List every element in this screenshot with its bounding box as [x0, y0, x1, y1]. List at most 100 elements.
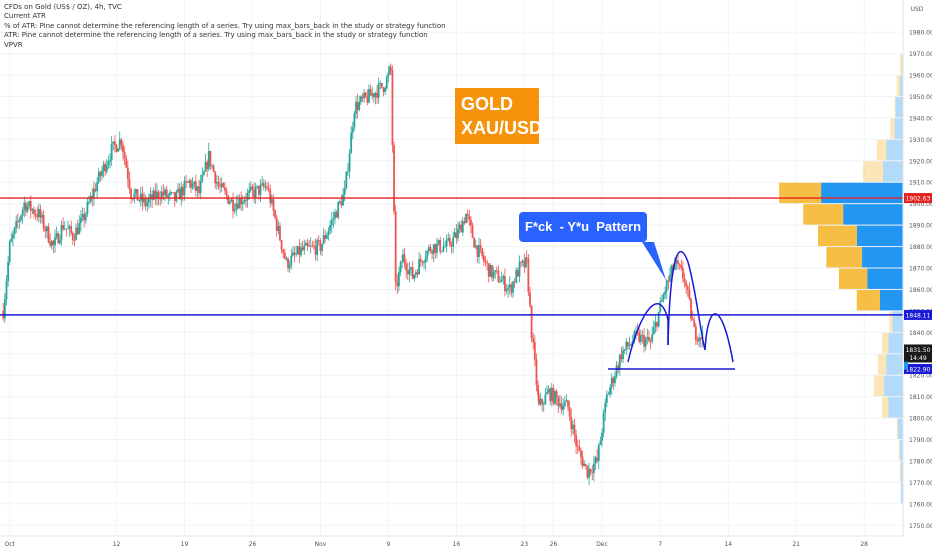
candle-body: [261, 183, 264, 185]
candle-body: [571, 424, 574, 429]
candle-body: [126, 167, 129, 180]
candle-body: [63, 228, 66, 230]
x-tick-label: 26: [550, 541, 558, 548]
candle-body: [410, 267, 412, 270]
candle-body: [399, 262, 402, 272]
candle-body: [444, 246, 446, 248]
candle-body: [510, 284, 513, 293]
level-price-text: 1822.90: [906, 366, 931, 373]
candle-body: [133, 193, 136, 200]
indicator-current-atr[interactable]: Current ATR: [4, 12, 46, 21]
x-tick-label: 12: [113, 541, 121, 548]
vp-bar-up: [863, 161, 884, 182]
candle-body: [269, 189, 272, 204]
candle-body: [245, 200, 247, 201]
time-axis[interactable]: Oct 12 19 26 Nov 9 16 23 26 Dec 7 14 21 28: [0, 535, 903, 548]
candle-body: [696, 339, 699, 342]
x-tick-label: 7: [658, 541, 662, 548]
candle-body: [203, 171, 205, 175]
candle-body: [295, 253, 298, 255]
candle-body: [267, 188, 270, 190]
candle-body: [81, 214, 84, 218]
candlestick-series: [2, 63, 704, 485]
candle-body: [694, 326, 697, 340]
candle-body: [580, 450, 582, 457]
candle-body: [489, 265, 492, 277]
candle-body: [285, 258, 288, 260]
candle-body: [34, 214, 37, 215]
candle-body: [8, 241, 11, 262]
candle-body: [607, 394, 610, 395]
candle-body: [586, 465, 589, 478]
candle-body: [651, 334, 654, 342]
candle-body: [180, 187, 183, 200]
indicator-pct-atr[interactable]: % of ATR: Pine cannot determine the refe…: [4, 21, 446, 30]
candle-body: [340, 201, 343, 206]
candle-body: [683, 278, 686, 283]
candle-body: [241, 202, 244, 205]
candle-body: [512, 281, 514, 293]
candle-body: [369, 89, 372, 96]
candle-body: [193, 181, 196, 184]
candle-body: [214, 171, 217, 184]
candle-body: [537, 384, 539, 396]
candle-body: [644, 339, 647, 347]
candle-body: [147, 198, 150, 203]
vp-bar-down: [901, 54, 903, 75]
candle-body: [406, 270, 409, 275]
candle-body: [206, 161, 209, 169]
candle-body: [630, 344, 633, 346]
symbol-title[interactable]: CFDs on Gold (US$ / OZ), 4h, TVC: [4, 3, 122, 11]
indicator-atr[interactable]: ATR: Pine cannot determine the referenci…: [4, 31, 428, 40]
candle-body: [304, 243, 307, 246]
candle-body: [476, 245, 479, 257]
y-tick-label: 1890.00: [909, 223, 932, 230]
candle-body: [617, 365, 620, 369]
x-tick-label: 9: [386, 541, 390, 548]
candle-body: [351, 127, 354, 133]
candle-body: [673, 263, 676, 270]
candle-body: [667, 280, 670, 282]
indicator-vpvr[interactable]: VPVR: [4, 40, 23, 49]
candle-body: [311, 245, 314, 247]
candle-body: [41, 214, 43, 218]
candle-body: [228, 202, 231, 204]
candle-body: [403, 254, 406, 264]
candle-body: [457, 228, 459, 239]
candle-body: [537, 395, 540, 405]
candle-body: [584, 464, 587, 466]
candle-body: [317, 240, 320, 241]
candle-body: [67, 228, 69, 230]
candle-body: [275, 217, 278, 231]
candle-body: [521, 260, 524, 263]
candle-body: [461, 221, 464, 233]
price-axis[interactable]: 1750.00 1760.00 1770.00 1780.00 1790.00 1800.…: [902, 0, 932, 536]
candle-body: [682, 268, 684, 279]
candle-body: [319, 240, 322, 252]
candle-body: [154, 190, 157, 199]
volume-profile: [779, 54, 903, 504]
candle-body: [107, 161, 110, 166]
candle-body: [290, 255, 293, 266]
candle-body: [211, 165, 213, 167]
candle-body: [458, 224, 461, 229]
candle-body: [199, 181, 202, 193]
candle-body: [623, 348, 626, 351]
x-tick-label: Nov: [315, 541, 327, 548]
candle-body: [648, 336, 650, 341]
candle-body: [377, 83, 380, 98]
candle-body: [113, 141, 116, 145]
pattern-drawing: [627, 242, 734, 363]
vp-bar-down: [894, 118, 903, 139]
candle-body: [96, 182, 98, 192]
y-tick-label: 1790.00: [909, 437, 932, 444]
vp-bar-up: [873, 375, 885, 397]
candle-body: [502, 276, 505, 280]
candle-body: [254, 186, 257, 198]
candle-body: [188, 180, 191, 183]
candle-body: [669, 274, 671, 282]
candle-body: [204, 161, 207, 172]
candle-body: [384, 88, 387, 92]
vp-bar-down: [867, 268, 903, 289]
